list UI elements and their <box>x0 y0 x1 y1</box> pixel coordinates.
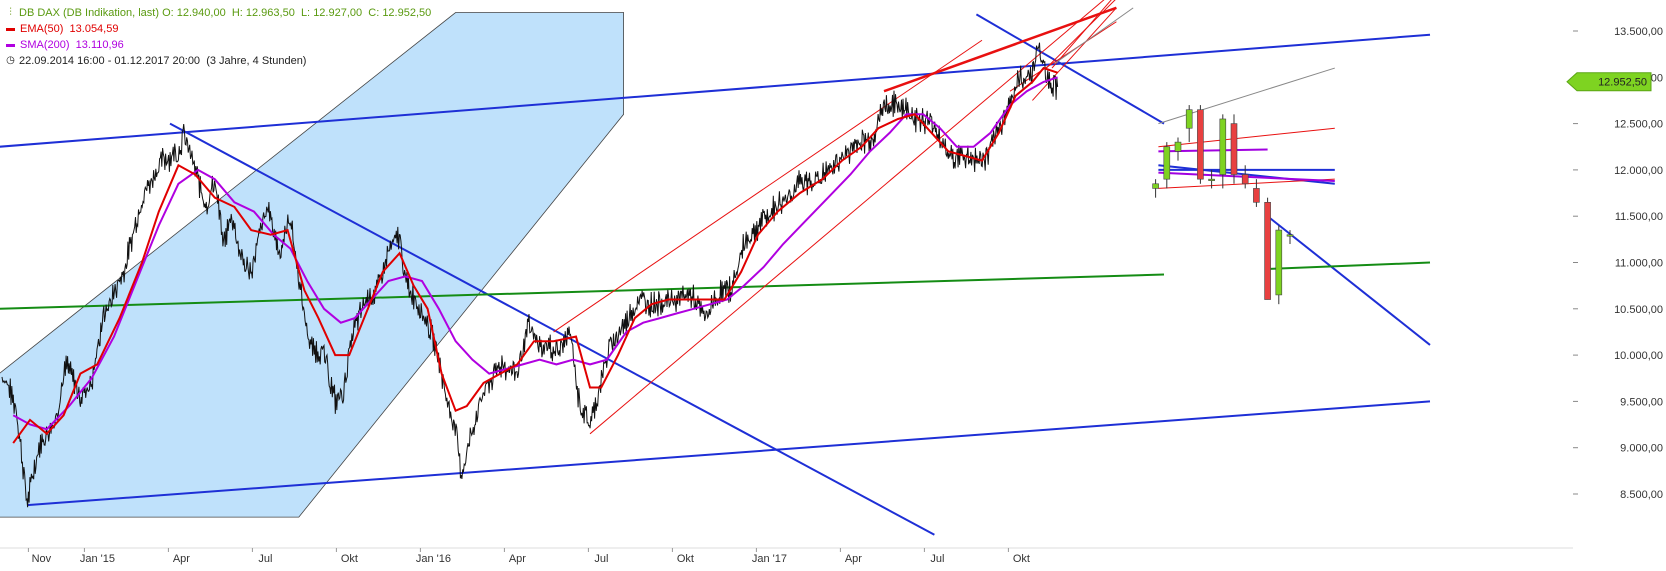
trendline <box>0 33 1431 148</box>
y-tick-label: 10.500,00 <box>1614 304 1663 316</box>
instrument-name: DB DAX (DB Indikation, last) <box>19 7 159 19</box>
ohlc-open-label: O: <box>162 7 174 19</box>
y-tick-label: 10.000,00 <box>1614 350 1663 362</box>
sma200-series <box>12 76 1058 431</box>
ema-value: 13.054,59 <box>69 23 119 35</box>
candle-body <box>1286 234 1294 237</box>
ohlc-high-label: H: <box>231 7 243 19</box>
candle-body <box>1208 178 1215 181</box>
trendline <box>553 39 983 333</box>
candle-body <box>1152 183 1159 189</box>
y-tick-label: 11.500,00 <box>1615 211 1663 223</box>
trendline <box>1158 127 1335 148</box>
range-note: (3 Jahre, 4 Stunden) <box>206 55 307 67</box>
candle-body <box>1253 188 1260 203</box>
y-tick-label: 8.500,00 <box>1620 489 1663 501</box>
x-tick-label: Jan '15 <box>80 553 115 565</box>
ohlc-open: 12.940,00 <box>176 7 226 19</box>
candle-body <box>1163 146 1171 180</box>
x-tick-label: Jul <box>594 553 608 565</box>
ohlc-close: 12.952,50 <box>382 7 432 19</box>
sma-value: 13.110,96 <box>75 39 124 51</box>
candle-icon: ⫶ <box>9 7 12 18</box>
trendline <box>169 122 935 536</box>
trendline <box>0 273 1165 310</box>
x-tick-label: Okt <box>1013 553 1030 565</box>
ohlc-low: 12.927,00 <box>313 7 363 19</box>
y-tick-label: 12.000,00 <box>1614 165 1663 177</box>
x-tick-label: Jan '17 <box>752 553 787 565</box>
trendline <box>1046 0 1116 69</box>
y-tick-label: 9.000,00 <box>1620 443 1663 455</box>
chart-legend: ⫶ DB DAX (DB Indikation, last) O: 12.940… <box>4 5 431 69</box>
candle-body <box>1219 118 1227 175</box>
legend-sma-row: SMA(200) 13.110,96 <box>4 37 431 53</box>
last-price-label: 12.952,50 <box>1598 77 1647 89</box>
ema-name: EMA(50) <box>20 23 64 35</box>
x-tick-label: Jul <box>930 553 944 565</box>
ema-swatch <box>6 27 15 31</box>
x-tick-label: Okt <box>341 553 358 565</box>
date-range: 22.09.2014 16:00 - 01.12.2017 20:00 <box>19 55 201 67</box>
trendline <box>1267 261 1431 270</box>
trendline <box>1054 7 1134 64</box>
trendline <box>1032 7 1117 101</box>
ohlc-high: 12.963,50 <box>245 7 295 19</box>
trendline <box>1009 21 1117 92</box>
x-tick-label: Okt <box>677 553 694 565</box>
ohlc-close-label: C: <box>368 7 380 19</box>
trendline <box>975 13 1165 125</box>
x-tick-label: Apr <box>173 553 190 565</box>
candle-body <box>1230 123 1238 175</box>
candle-body <box>1241 174 1249 185</box>
candle-body <box>1275 229 1283 296</box>
y-tick-label: 9.500,00 <box>1620 396 1663 408</box>
y-tick-label: 11.000,00 <box>1615 258 1663 270</box>
x-tick-label: Jan '16 <box>416 553 451 565</box>
y-tick-label: 13.500,00 <box>1614 26 1663 38</box>
candle-body <box>1264 202 1271 300</box>
x-axis: Nov Jan '15 Apr Jul Okt Jan '16 Apr Jul Okt Jan '… <box>0 547 1573 565</box>
candle-body <box>1174 141 1182 152</box>
price-series <box>1 42 1059 508</box>
x-tick-label: Nov <box>32 553 52 565</box>
candle-body <box>1197 109 1204 180</box>
candlesticks <box>1152 105 1294 305</box>
trendline <box>27 400 1431 507</box>
x-tick-label: Jul <box>258 553 272 565</box>
blue-channel-area <box>0 12 624 518</box>
last-price-marker: 12.952,50 <box>1566 72 1652 92</box>
x-tick-label: Apr <box>845 553 862 565</box>
legend-ema-row: EMA(50) 13.054,59 <box>4 21 431 37</box>
ema50-series <box>12 66 1058 444</box>
sma-name: SMA(200) <box>20 39 70 51</box>
sma-swatch <box>6 43 15 47</box>
legend-instrument-row: ⫶ DB DAX (DB Indikation, last) O: 12.940… <box>4 5 431 21</box>
ohlc-low-label: L: <box>300 7 311 19</box>
candle-body <box>1185 109 1193 129</box>
y-tick-label: 12.500,00 <box>1614 119 1663 131</box>
trendline <box>1266 215 1431 346</box>
clock-icon: ◷ <box>6 55 15 66</box>
x-tick-label: Apr <box>509 553 526 565</box>
trendline <box>589 0 1105 435</box>
legend-range-row: ◷ 22.09.2014 16:00 - 01.12.2017 20:00 (3… <box>4 53 431 69</box>
